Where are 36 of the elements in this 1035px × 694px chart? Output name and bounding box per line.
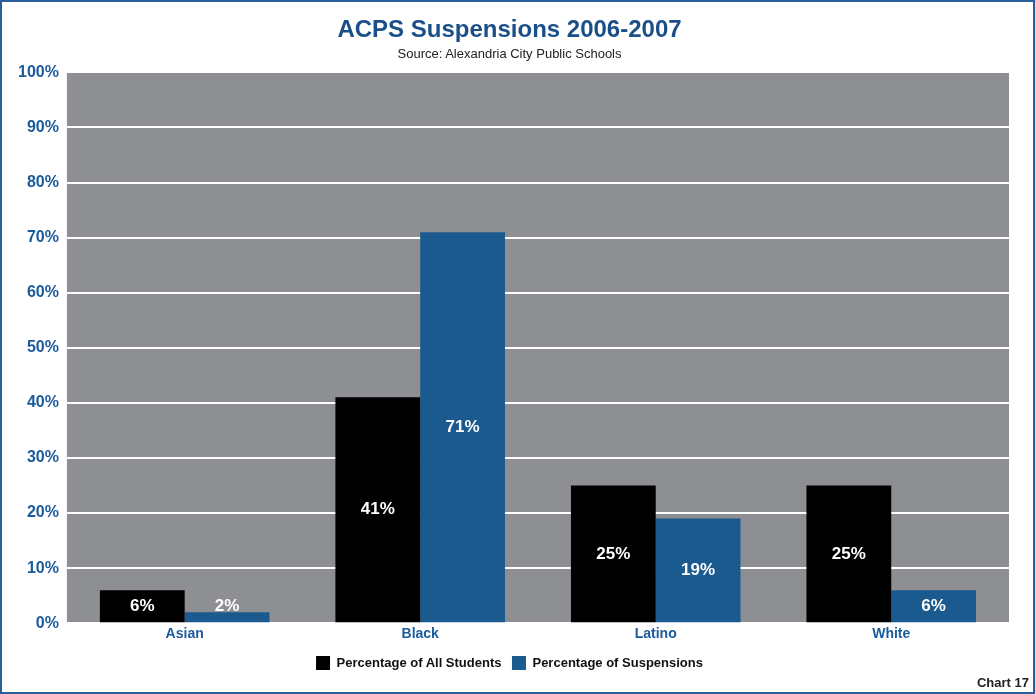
x-tick-label: Asian bbox=[165, 625, 204, 642]
legend-label: Percentage of Suspensions bbox=[532, 654, 703, 670]
bar bbox=[184, 612, 270, 623]
chart-title: ACPS Suspensions 2006-2007 bbox=[337, 15, 682, 43]
data-label: 25% bbox=[831, 543, 866, 563]
y-tick-label: 60% bbox=[26, 283, 59, 301]
data-label: 25% bbox=[596, 543, 631, 563]
y-tick-label: 0% bbox=[35, 613, 59, 631]
data-label: 6% bbox=[921, 595, 946, 615]
bar bbox=[99, 590, 185, 623]
y-tick-label: 30% bbox=[26, 448, 59, 466]
bar bbox=[335, 397, 421, 623]
x-tick-label: White bbox=[872, 625, 911, 642]
y-tick-label: 70% bbox=[26, 228, 59, 246]
bar bbox=[655, 518, 741, 623]
chart-subtitle: Source: Alexandria City Public Schools bbox=[397, 46, 622, 62]
bar bbox=[420, 232, 505, 623]
x-tick-label: Black bbox=[401, 625, 440, 642]
y-tick-label: 90% bbox=[26, 117, 59, 135]
caption: Chart 17 bbox=[976, 675, 1029, 690]
y-tick-label: 10% bbox=[26, 558, 59, 576]
data-label: 71% bbox=[445, 416, 480, 436]
data-label: 2% bbox=[214, 595, 240, 615]
y-tick-label: 50% bbox=[26, 338, 59, 356]
y-tick-label: 40% bbox=[26, 393, 59, 411]
bar bbox=[570, 485, 656, 623]
x-tick-label: Latino bbox=[634, 625, 677, 642]
data-label: 6% bbox=[130, 595, 155, 615]
y-tick-label: 100% bbox=[18, 62, 59, 80]
data-label: 41% bbox=[360, 499, 395, 519]
bar bbox=[891, 590, 977, 623]
bar bbox=[806, 485, 892, 623]
data-label: 19% bbox=[681, 560, 716, 580]
legend-label: Percentage of All Students bbox=[336, 654, 502, 670]
y-tick-label: 80% bbox=[26, 172, 59, 190]
y-tick-label: 20% bbox=[26, 503, 59, 521]
